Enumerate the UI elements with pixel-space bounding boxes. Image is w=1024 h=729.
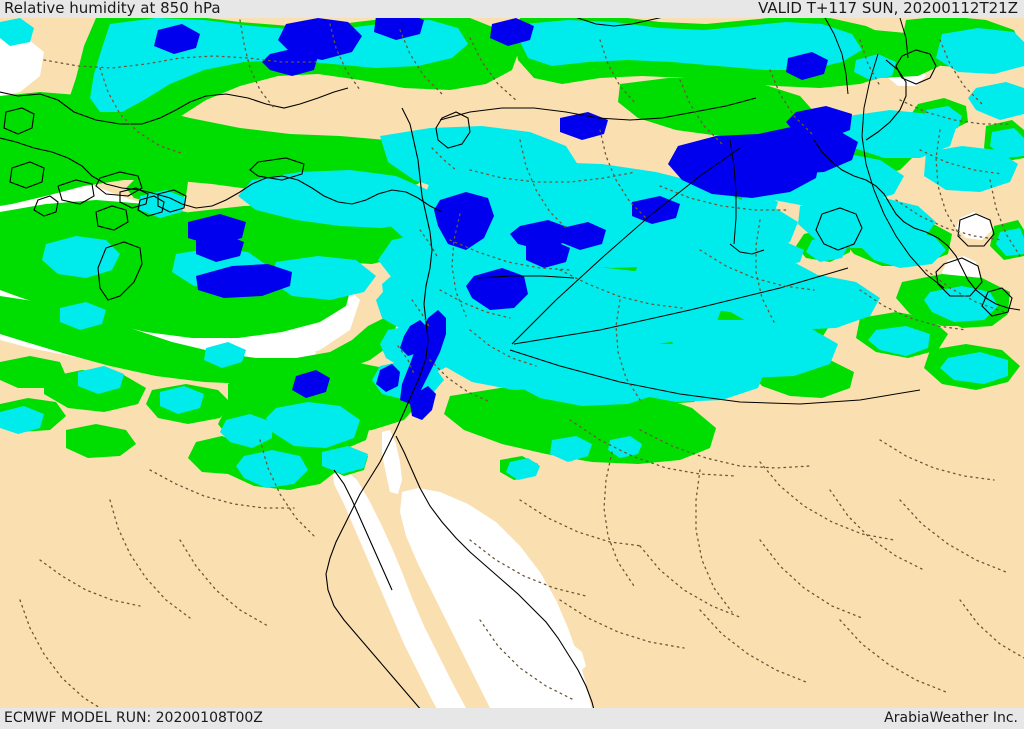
provider-credit-label: ArabiaWeather Inc. xyxy=(884,710,1018,726)
border-dotted-layer xyxy=(19,19,1024,715)
border-solid-layer xyxy=(439,15,945,405)
humidity-level-cyan xyxy=(0,18,1024,488)
map-footer-bar: ECMWF MODEL RUN: 20200108T00Z ArabiaWeat… xyxy=(0,708,1024,729)
valid-time-label: VALID T+117 SUN, 20200112T21Z xyxy=(758,0,1018,17)
humidity-level-blue xyxy=(154,12,858,420)
coastline-layer xyxy=(0,11,1021,729)
map-header-bar: Relative humidity at 850 hPa VALID T+117… xyxy=(0,0,1024,18)
page-title: Relative humidity at 850 hPa xyxy=(4,0,221,17)
model-run-label: ECMWF MODEL RUN: 20200108T00Z xyxy=(4,710,263,726)
